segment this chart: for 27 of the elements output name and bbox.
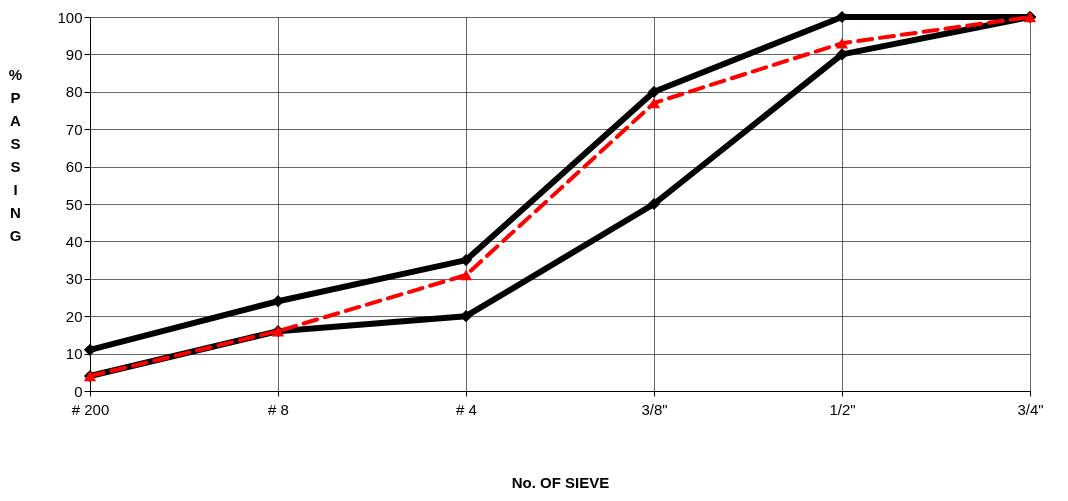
y-axis-title: % PASSING bbox=[8, 65, 23, 244]
y-tick-label: 20 bbox=[65, 307, 83, 325]
x-tick-label: # 8 bbox=[268, 400, 289, 418]
x-tick-label: 3/8" bbox=[641, 400, 668, 418]
y-tick-label: 60 bbox=[65, 158, 83, 176]
x-axis-title: No. OF SIEVE bbox=[511, 473, 610, 491]
y-tick-label: 30 bbox=[65, 270, 83, 288]
x-tick-label: # 200 bbox=[71, 400, 110, 418]
x-tick-label: 1/2" bbox=[829, 400, 856, 418]
y-tick-label: 90 bbox=[65, 45, 83, 63]
point bbox=[835, 48, 849, 61]
y-tick-label: 40 bbox=[65, 232, 83, 250]
y-tick-label: 80 bbox=[65, 83, 83, 101]
x-tick-label: # 4 bbox=[456, 400, 477, 418]
y-tick-label: 50 bbox=[65, 195, 83, 213]
point bbox=[835, 37, 849, 49]
point bbox=[271, 295, 285, 308]
y-tick-label: 0 bbox=[74, 382, 83, 400]
point bbox=[647, 85, 661, 98]
point bbox=[647, 197, 661, 211]
point bbox=[83, 343, 97, 356]
point bbox=[459, 253, 473, 267]
point bbox=[459, 269, 473, 281]
y-tick-label: 100 bbox=[57, 8, 83, 26]
y-tick-label: 70 bbox=[65, 120, 83, 138]
y-tick-label: 10 bbox=[65, 345, 83, 363]
x-tick-label: 3/4" bbox=[1017, 400, 1044, 418]
